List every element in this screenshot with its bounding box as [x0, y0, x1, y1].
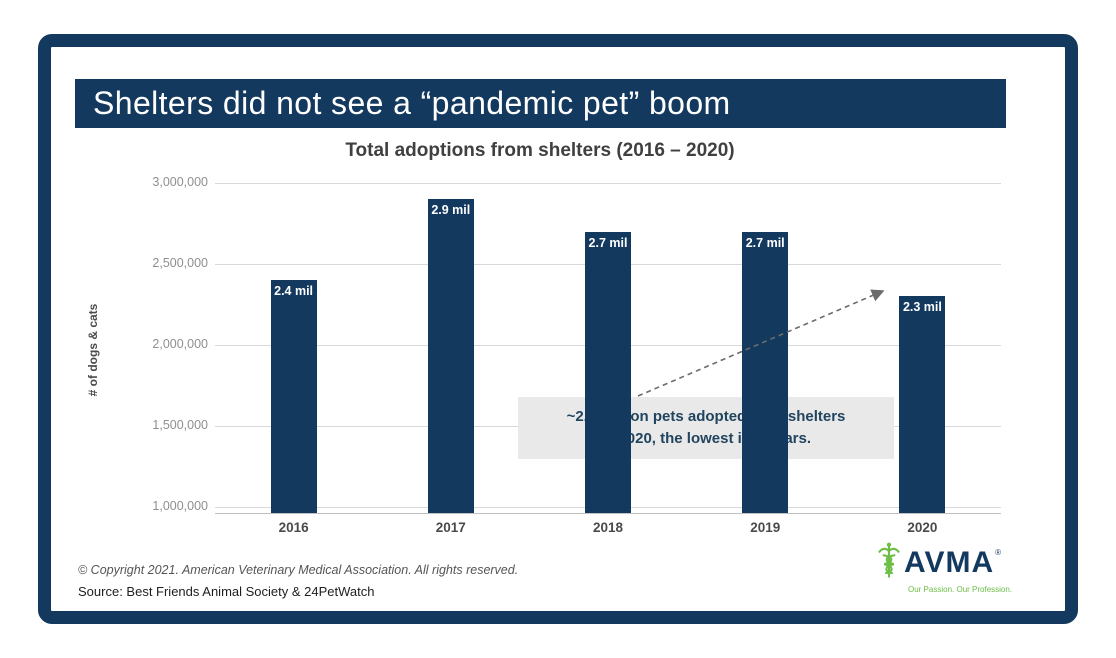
bar-group-2016: 2.4 mil: [215, 183, 372, 513]
bar-value-label: 2.7 mil: [588, 235, 628, 250]
avma-logo: AVMA ® Our Passion. Our Profession.: [874, 541, 1024, 594]
source-text: Source: Best Friends Animal Society & 24…: [78, 584, 375, 599]
bar-value-label: 2.3 mil: [902, 300, 942, 315]
copyright-text: © Copyright 2021. American Veterinary Me…: [78, 563, 519, 577]
bar-2019: 2.7 mil: [742, 231, 789, 513]
bar-2020: 2.3 mil: [899, 296, 946, 513]
y-tick-label: 1,500,000: [152, 418, 208, 432]
x-tick-label-2017: 2017: [435, 520, 466, 535]
avma-wordmark: AVMA: [904, 545, 995, 579]
y-tick-label: 2,000,000: [152, 337, 208, 351]
bar-value-label: 2.4 mil: [274, 284, 314, 299]
bar-2018: 2.7 mil: [585, 231, 631, 513]
y-tick-label: 3,000,000: [152, 175, 208, 189]
x-tick-label-2020: 2020: [907, 520, 938, 535]
page-title: Shelters did not see a “pandemic pet” bo…: [93, 85, 731, 121]
gridline: [215, 183, 1001, 184]
y-tick-label: 2,500,000: [152, 256, 208, 270]
bar-group-2017: 2.9 mil: [372, 183, 529, 513]
x-tick-label-2019: 2019: [750, 520, 781, 535]
bar-value-label: 2.9 mil: [431, 203, 471, 218]
x-tick-label-2016: 2016: [278, 520, 309, 535]
registered-mark: ®: [995, 548, 1002, 557]
caduceus-icon: [874, 541, 904, 584]
avma-tagline: Our Passion. Our Profession.: [908, 585, 1013, 594]
bar-group-2019: 2.7 mil: [687, 183, 844, 513]
bar-2017: 2.9 mil: [427, 199, 474, 513]
header-band: Shelters did not see a “pandemic pet” bo…: [75, 79, 1006, 128]
x-tick-label-2018: 2018: [592, 520, 624, 535]
bar-group-2020: 2.3 mil: [844, 183, 1001, 513]
x-axis-labels: 2016 2017 2018 2019 2020: [215, 520, 1001, 535]
x-axis-line: [215, 513, 1001, 514]
bar-2016: 2.4 mil: [270, 280, 317, 513]
bar-group-2018: 2.7 mil: [529, 183, 686, 513]
bar-series: 2.4 mil 2.9 mil 2.7 mil 2.7 mil 2.3 mil: [215, 183, 1001, 513]
y-tick-label: 1,000,000: [152, 499, 208, 513]
bar-value-label: 2.7 mil: [745, 235, 785, 250]
chart-title: Total adoptions from shelters (2016 – 20…: [345, 140, 735, 161]
